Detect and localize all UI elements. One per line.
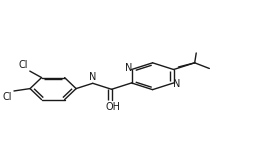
Text: N: N (88, 72, 96, 82)
Text: Cl: Cl (2, 92, 12, 102)
Text: N: N (125, 63, 132, 73)
Text: OH: OH (105, 102, 120, 112)
Text: N: N (173, 79, 181, 89)
Text: Cl: Cl (18, 60, 28, 70)
